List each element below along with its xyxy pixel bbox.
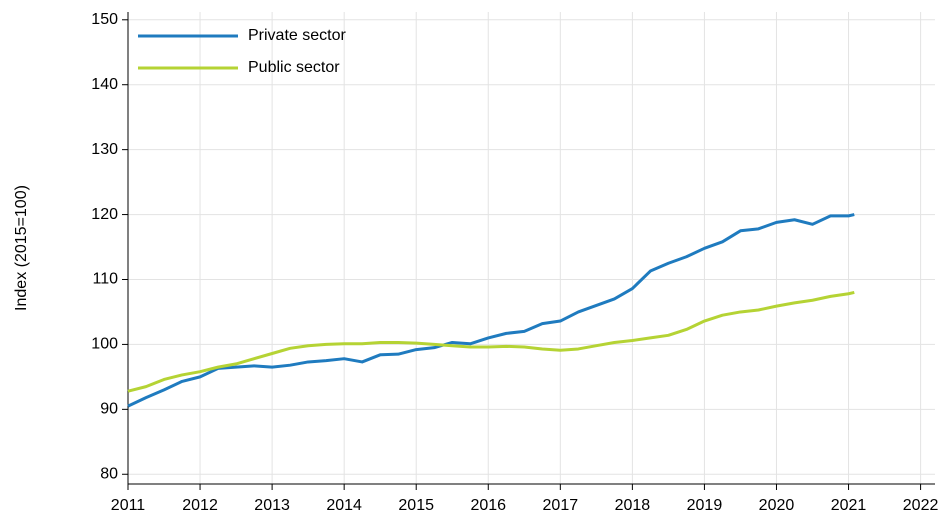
y-tick-label: 80 [100,465,118,482]
y-axis-label: Index (2015=100) [13,185,30,311]
y-tick-label: 100 [91,336,118,353]
x-tick-label: 2011 [111,497,146,514]
x-tick-label: 2018 [615,497,651,514]
y-tick-label: 120 [91,206,118,223]
x-tick-label: 2013 [254,497,290,514]
x-tick-label: 2017 [543,497,579,514]
x-tick-label: 2021 [831,497,867,514]
y-tick-label: 150 [91,11,118,28]
y-tick-label: 90 [100,401,118,418]
x-tick-label: 2016 [470,497,506,514]
series-line [127,291,855,393]
legend-label: Private sector [248,27,346,44]
x-tick-label: 2019 [687,497,723,514]
legend-label: Public sector [248,59,340,76]
x-tick-label: 2022 [903,497,939,514]
series-line [127,213,855,408]
y-tick-label: 110 [92,271,118,288]
y-tick-label: 130 [91,141,118,158]
x-tick-label: 2015 [398,497,434,514]
x-tick-label: 2014 [326,497,362,514]
y-tick-label: 140 [91,76,118,93]
x-tick-label: 2020 [759,497,795,514]
x-tick-label: 2012 [182,497,218,514]
